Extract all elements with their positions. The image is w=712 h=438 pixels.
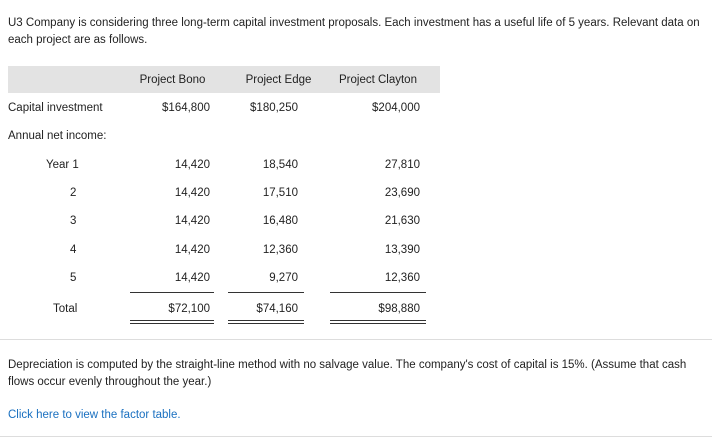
- year-3-edge: 16,480: [262, 215, 298, 227]
- year-4-edge: 12,360: [262, 244, 298, 256]
- capital-investment-edge: $180,250: [250, 102, 298, 114]
- year-1-label: Year 1: [46, 159, 79, 171]
- year-5-bono: 14,420: [174, 272, 210, 284]
- subtotal-rule-edge: [228, 292, 304, 293]
- total-rule-clayton-top: [330, 320, 426, 321]
- year-4-label: 4: [70, 244, 77, 256]
- total-edge: $74,160: [256, 303, 298, 315]
- year-1-clayton: 27,810: [384, 159, 420, 171]
- year-1-bono: 14,420: [174, 159, 210, 171]
- header-project-clayton: Project Clayton: [339, 74, 417, 86]
- capital-investment-bono: $164,800: [162, 102, 210, 114]
- year-1-edge: 18,540: [262, 159, 298, 171]
- year-4-clayton: 13,390: [384, 244, 420, 256]
- year-5-clayton: 12,360: [384, 272, 420, 284]
- capital-investment-clayton: $204,000: [372, 102, 420, 114]
- year-3-bono: 14,420: [174, 215, 210, 227]
- year-4-bono: 14,420: [174, 244, 210, 256]
- table-header-row: [8, 66, 440, 93]
- total-rule-clayton-bottom: [330, 323, 426, 324]
- bottom-divider: [0, 436, 712, 437]
- total-rule-edge-bottom: [228, 323, 304, 324]
- year-5-label: 5: [70, 272, 77, 284]
- annual-net-income-label: Annual net income:: [8, 130, 107, 142]
- factor-table-link[interactable]: Click here to view the factor table.: [8, 409, 181, 421]
- total-rule-edge-top: [228, 320, 304, 321]
- subtotal-rule-clayton: [330, 292, 426, 293]
- total-label: Total: [53, 303, 78, 315]
- year-2-clayton: 23,690: [384, 187, 420, 199]
- total-clayton: $98,880: [378, 303, 420, 315]
- subtotal-rule-bono: [130, 292, 214, 293]
- year-2-edge: 17,510: [262, 187, 298, 199]
- year-5-edge: 9,270: [269, 272, 298, 284]
- year-2-label: 2: [70, 187, 77, 199]
- header-project-edge: Project Edge: [245, 74, 312, 86]
- project-data-table: Project Bono Project Edge Project Clayto…: [8, 66, 440, 324]
- total-rule-bono-bottom: [130, 323, 214, 324]
- header-project-bono: Project Bono: [139, 74, 206, 86]
- section-divider: [0, 339, 712, 340]
- year-3-label: 3: [70, 215, 77, 227]
- problem-intro: U3 Company is considering three long-ter…: [8, 17, 700, 46]
- total-bono: $72,100: [168, 303, 210, 315]
- year-2-bono: 14,420: [174, 187, 210, 199]
- depreciation-note: Depreciation is computed by the straight…: [8, 359, 687, 388]
- year-3-clayton: 21,630: [384, 215, 420, 227]
- total-rule-bono-top: [130, 320, 214, 321]
- capital-investment-label: Capital investment: [8, 102, 103, 114]
